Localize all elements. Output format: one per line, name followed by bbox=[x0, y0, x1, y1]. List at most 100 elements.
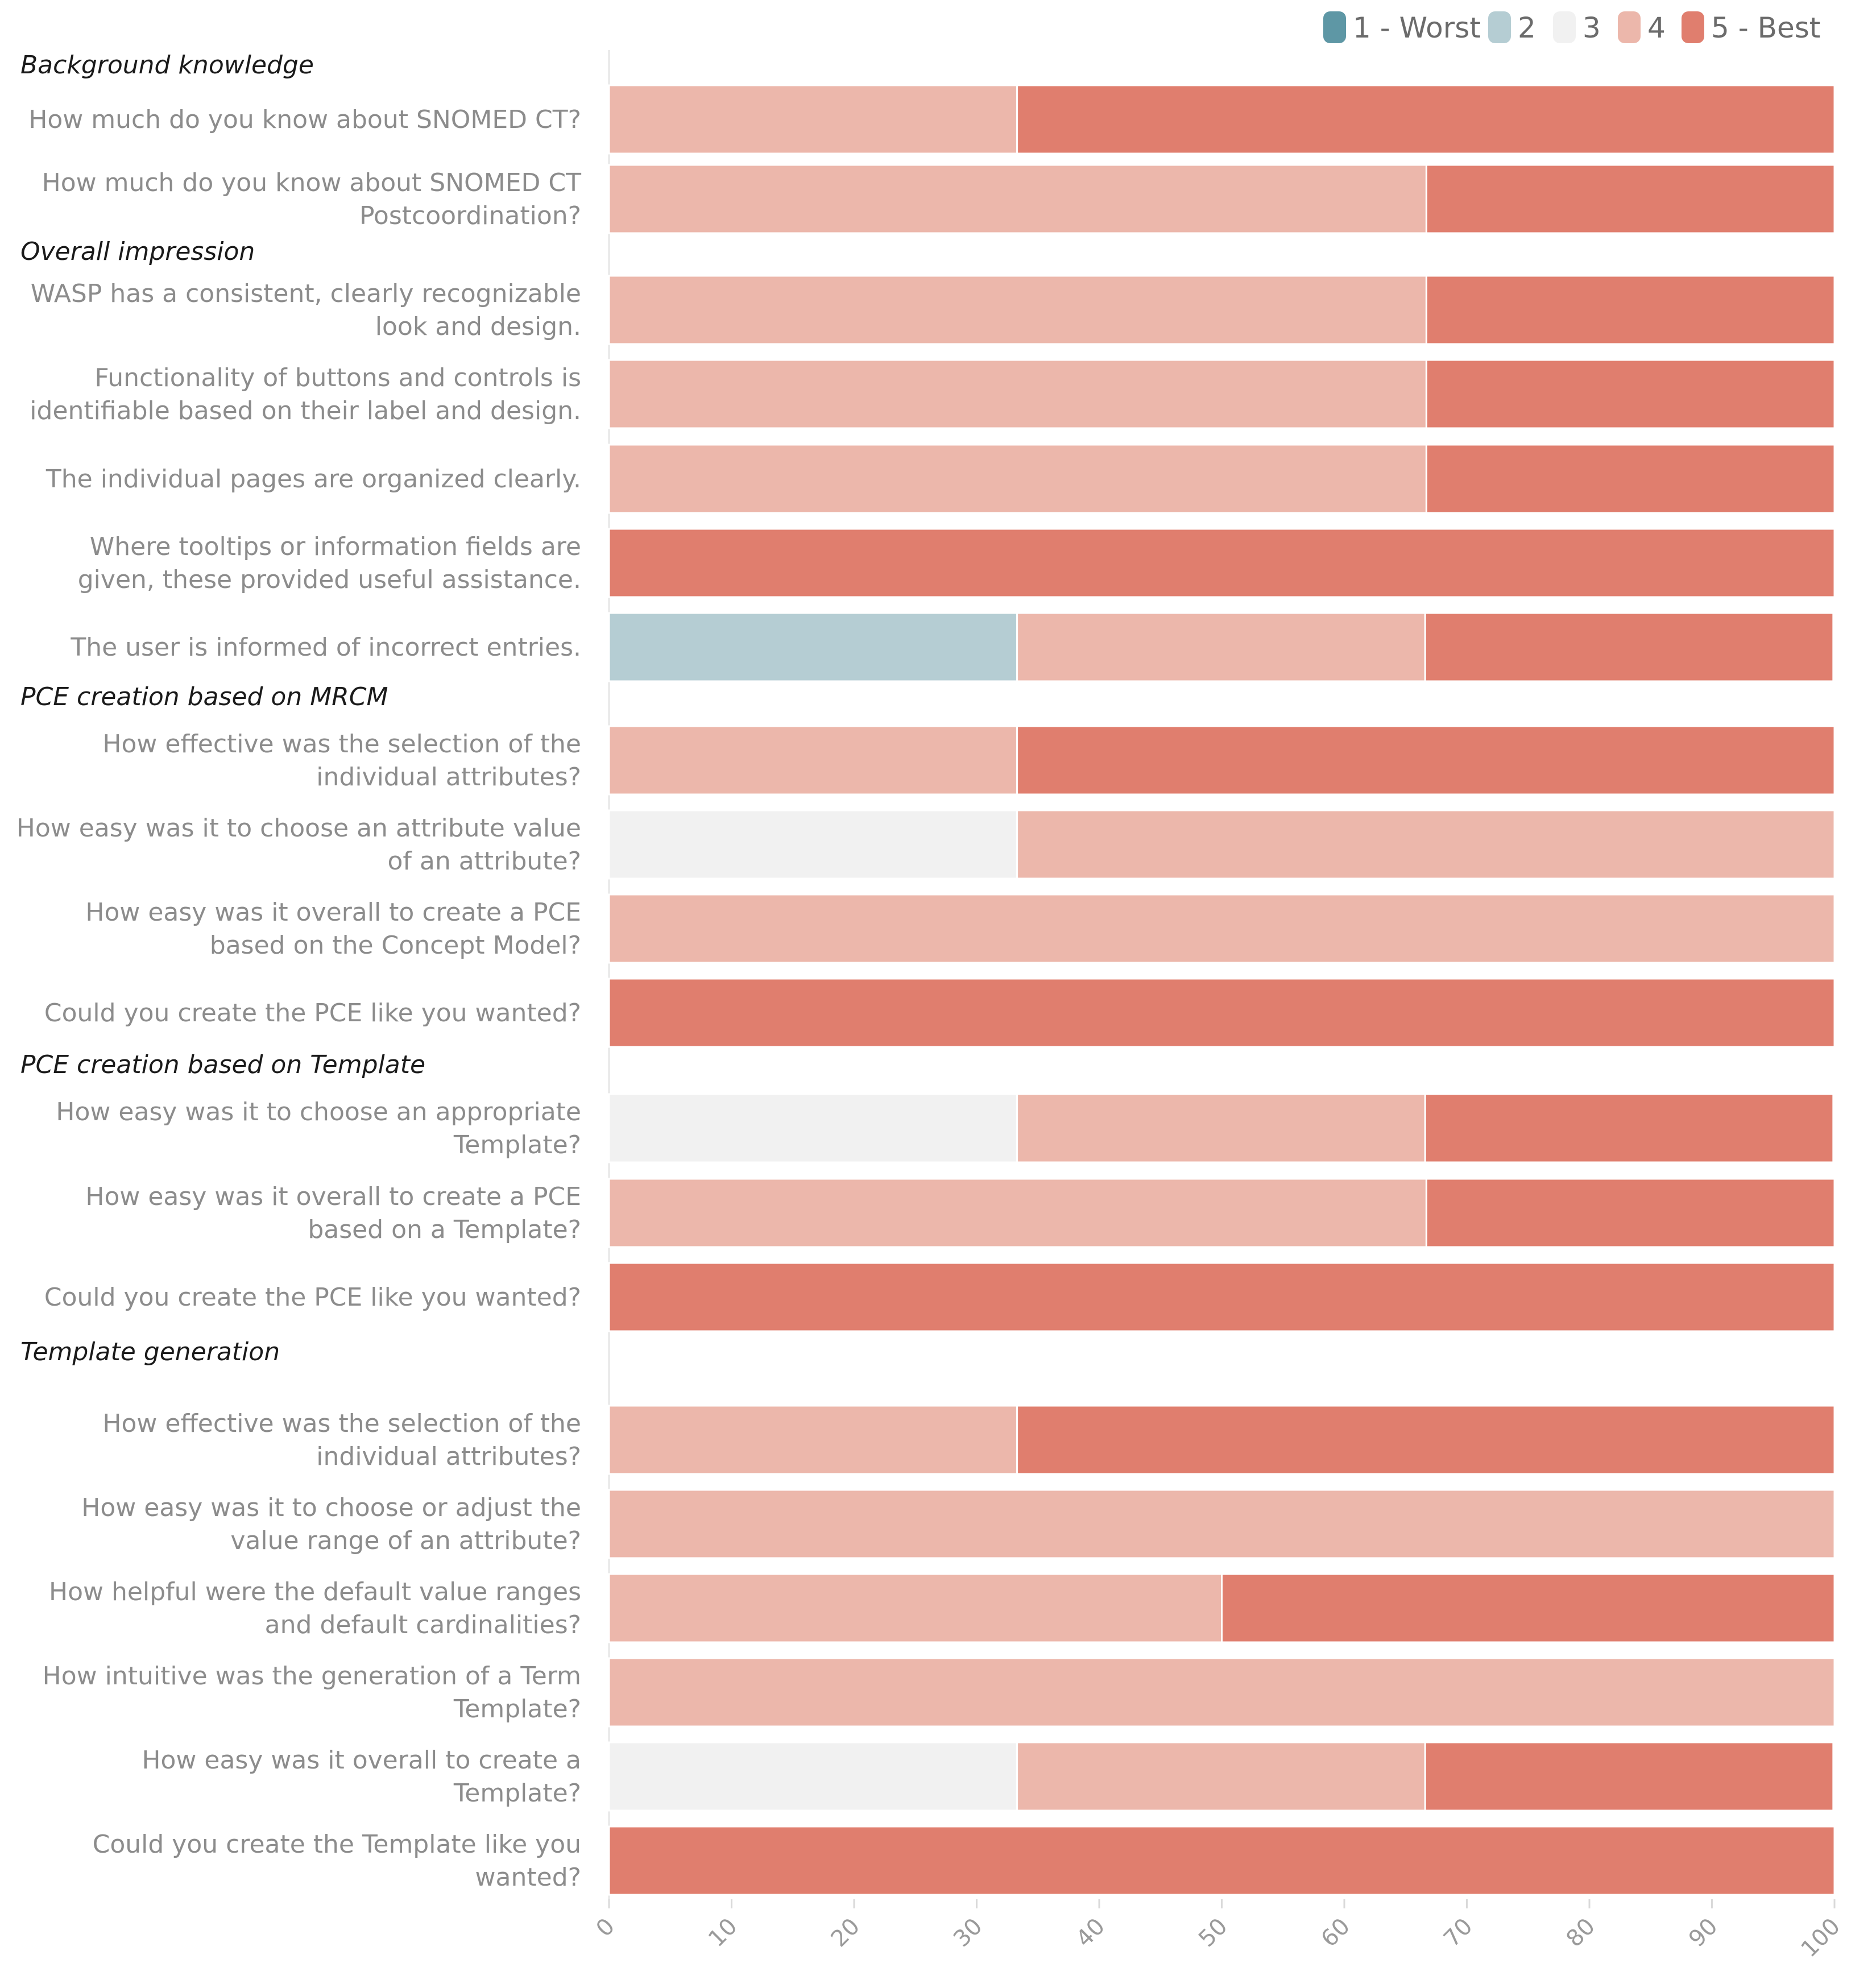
question-label: How easy was it overall to create a PCE bbox=[85, 898, 581, 927]
x-tick-label: 30 bbox=[949, 1914, 988, 1953]
bar-segment bbox=[1424, 612, 1834, 682]
bar-segment bbox=[608, 1741, 1018, 1812]
bar-segment bbox=[608, 528, 1836, 598]
legend-swatch bbox=[1323, 11, 1346, 43]
question-label: How easy was it overall to create a bbox=[142, 1746, 581, 1775]
legend-label: 1 - Worst bbox=[1353, 11, 1481, 44]
question-label: How intuitive was the generation of a Te… bbox=[43, 1662, 581, 1691]
bar-segment bbox=[608, 893, 1836, 964]
legend-swatch bbox=[1553, 11, 1576, 43]
bar-segment bbox=[608, 725, 1018, 796]
question-label: How much do you know about SNOMED CT bbox=[42, 168, 581, 197]
question-label: How effective was the selection of the bbox=[102, 730, 581, 759]
question-label: How easy was it to choose an attribute v… bbox=[16, 814, 581, 843]
bar-segment bbox=[1424, 1741, 1834, 1812]
x-tick-label: 10 bbox=[703, 1914, 743, 1953]
x-tick-label: 0 bbox=[591, 1914, 620, 1943]
x-axis: 0 10 20 30 40 50 60 70 80 90 100 bbox=[591, 1899, 1846, 1963]
bars bbox=[608, 84, 1836, 1896]
x-tick-label: 70 bbox=[1439, 1914, 1478, 1953]
bar-segment bbox=[1016, 1405, 1836, 1475]
bar-segment bbox=[1221, 1573, 1836, 1643]
x-tick-label: 60 bbox=[1316, 1914, 1356, 1953]
question-label: individual attributes? bbox=[316, 1442, 581, 1471]
bar-segment bbox=[608, 1657, 1836, 1728]
question-label: value range of an attribute? bbox=[230, 1526, 581, 1555]
question-label: How easy was it overall to create a PCE bbox=[85, 1182, 581, 1211]
question-label: of an attribute? bbox=[387, 847, 581, 876]
bar-segment bbox=[1424, 1093, 1834, 1163]
question-label: given, these provided useful assistance. bbox=[78, 565, 581, 594]
bar-segment bbox=[608, 978, 1836, 1048]
group-label: Background knowledge bbox=[20, 51, 314, 80]
question-label: Could you create the PCE like you wanted… bbox=[44, 1283, 581, 1312]
bar-segment bbox=[608, 275, 1427, 345]
bar-segment bbox=[608, 1262, 1836, 1332]
bar-segment bbox=[608, 1825, 1836, 1896]
question-label: wanted? bbox=[475, 1863, 581, 1892]
question-label: Where tooltips or information fields are bbox=[90, 532, 581, 561]
x-tick-label: 50 bbox=[1194, 1914, 1233, 1953]
bar-segment bbox=[1016, 725, 1836, 796]
bar-segment bbox=[1016, 1093, 1426, 1163]
bar-segment bbox=[1016, 84, 1836, 155]
legend: 1 - Worst 2 3 4 5 - Best bbox=[1323, 11, 1820, 44]
x-tick-label: 20 bbox=[826, 1914, 865, 1953]
question-label: look and design. bbox=[375, 312, 581, 341]
group-label: Template generation bbox=[20, 1337, 280, 1366]
question-label: WASP has a consistent, clearly recogniza… bbox=[31, 279, 581, 308]
x-tick-label: 80 bbox=[1562, 1914, 1601, 1953]
group-label: PCE creation based on Template bbox=[20, 1050, 425, 1079]
bar-segment bbox=[608, 1405, 1018, 1475]
x-tick-label: 90 bbox=[1684, 1914, 1723, 1953]
bar-segment bbox=[608, 809, 1018, 880]
bar-segment bbox=[608, 1489, 1836, 1559]
legend-swatch bbox=[1488, 11, 1511, 43]
question-label: based on the Concept Model? bbox=[210, 931, 581, 960]
bar-segment bbox=[608, 1093, 1018, 1163]
question-label: based on a Template? bbox=[308, 1215, 581, 1244]
question-label: Could you create the Template like you bbox=[93, 1830, 581, 1859]
bar-segment bbox=[608, 164, 1427, 234]
question-label: How easy was it to choose an appropriate bbox=[56, 1097, 581, 1126]
x-tick-label: 100 bbox=[1796, 1914, 1846, 1963]
bar-segment bbox=[1425, 444, 1836, 514]
question-label: Template? bbox=[453, 1695, 581, 1724]
bar-segment bbox=[1425, 275, 1836, 345]
bar-segment bbox=[1425, 359, 1836, 429]
question-label: How helpful were the default value range… bbox=[49, 1577, 581, 1606]
question-label: Could you create the PCE like you wanted… bbox=[44, 999, 581, 1028]
question-label: Postcoordination? bbox=[359, 201, 581, 230]
question-label: The user is informed of incorrect entrie… bbox=[70, 633, 581, 662]
bar-segment bbox=[608, 444, 1427, 514]
question-label: How effective was the selection of the bbox=[102, 1409, 581, 1438]
bar-segment bbox=[1425, 1178, 1836, 1248]
x-tick-label: 40 bbox=[1071, 1914, 1111, 1953]
question-label: How easy was it to choose or adjust the bbox=[81, 1493, 581, 1522]
legend-swatch bbox=[1682, 11, 1704, 43]
question-label: Template? bbox=[453, 1130, 581, 1159]
question-label: Functionality of buttons and controls is bbox=[94, 363, 581, 392]
bar-segment bbox=[1425, 164, 1836, 234]
question-label: identifiable based on their label and de… bbox=[30, 396, 581, 425]
group-labels: Background knowledge Overall impression PC… bbox=[20, 51, 425, 1366]
bar-segment bbox=[608, 84, 1018, 155]
bar-segment bbox=[608, 1178, 1427, 1248]
legend-swatch bbox=[1618, 11, 1641, 43]
bar-segment bbox=[608, 1573, 1223, 1643]
group-label: Overall impression bbox=[20, 237, 255, 266]
legend-label: 4 bbox=[1647, 11, 1666, 44]
bar-segment bbox=[1016, 1741, 1426, 1812]
question-label: individual attributes? bbox=[316, 763, 581, 792]
question-label: The individual pages are organized clear… bbox=[45, 465, 581, 494]
question-label: How much do you know about SNOMED CT? bbox=[28, 105, 581, 134]
legend-label: 2 bbox=[1518, 11, 1536, 44]
legend-label: 5 - Best bbox=[1711, 11, 1820, 44]
question-label: Template? bbox=[453, 1779, 581, 1808]
bar-segment bbox=[608, 359, 1427, 429]
question-labels: How much do you know about SNOMED CT? How… bbox=[16, 105, 581, 1892]
bar-segment bbox=[1016, 809, 1836, 880]
bar-segment bbox=[1016, 612, 1426, 682]
legend-label: 3 bbox=[1583, 11, 1601, 44]
